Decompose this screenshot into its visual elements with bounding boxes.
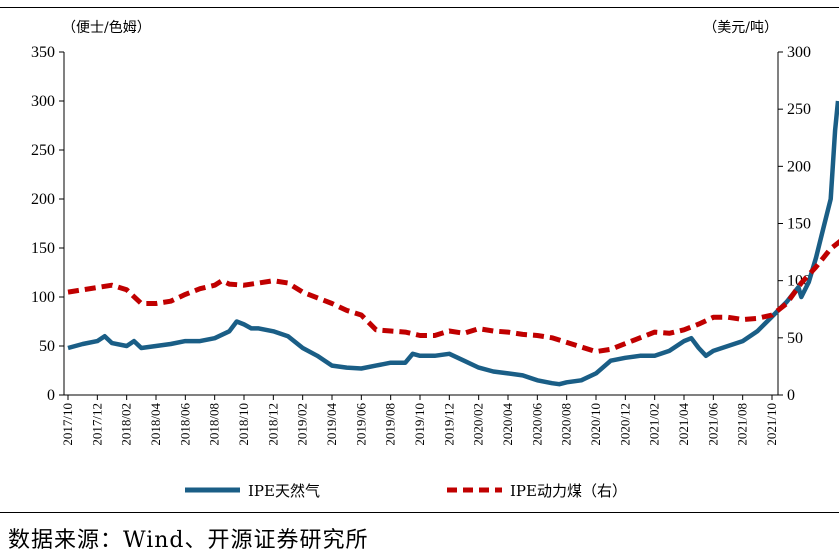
x-tick-label: 2019/08	[383, 403, 398, 446]
x-tick-label: 2019/06	[353, 403, 368, 446]
legend: IPE天然气 IPE动力煤（右）	[185, 482, 627, 500]
x-tick-label: 2018/02	[119, 403, 134, 446]
x-tick-label: 2018/08	[207, 403, 222, 446]
series-line-coal	[67, 238, 839, 355]
top-rule	[0, 7, 839, 8]
x-tick-label: 2021/06	[705, 403, 720, 446]
bottom-rule	[0, 512, 839, 513]
x-tick-label: 2020/08	[559, 403, 574, 446]
x-tick-label: 2020/06	[529, 403, 544, 446]
chart: （便士/色姆） （美元/吨） 0 50 100 150 200 250 300 350 0 50…	[31, 19, 839, 500]
y-left-tick-label: 50	[39, 338, 55, 355]
y-right-tick-label: 300	[787, 44, 811, 61]
x-tick-label: 2021/02	[647, 403, 662, 446]
x-tick-label: 2020/10	[588, 403, 603, 446]
series-line-gas	[67, 100, 839, 387]
x-tick-label: 2018/06	[177, 403, 192, 446]
x-tick-label: 2021/10	[764, 403, 779, 446]
y-right-tick-label: 200	[787, 158, 811, 175]
x-tick-label: 2019/04	[324, 403, 339, 446]
x-tick-label: 2020/02	[471, 403, 486, 446]
y-left-unit: （便士/色姆）	[62, 19, 151, 36]
x-tick-label: 2019/02	[295, 403, 310, 446]
y-right-tick-label: 150	[787, 216, 811, 233]
legend-coal-label: IPE动力煤（右）	[510, 482, 627, 500]
y-left-tick-label: 350	[31, 44, 55, 61]
y-left-tick-label: 250	[31, 142, 55, 159]
series-layer	[67, 100, 839, 387]
y-left-tick-label: 100	[31, 289, 55, 306]
x-tick-label: 2018/12	[265, 403, 280, 446]
x-tick-label: 2021/08	[735, 403, 750, 446]
x-tick-label: 2017/12	[89, 403, 104, 446]
y-left-ticks: 0 50 100 150 200 250 300 350	[31, 44, 64, 404]
x-tick-label: 2021/04	[676, 403, 691, 446]
y-right-tick-label: 250	[787, 101, 811, 118]
y-left-tick-label: 300	[31, 93, 55, 110]
x-tick-label: 2019/10	[412, 403, 427, 446]
legend-gas-label: IPE天然气	[248, 482, 320, 500]
y-left-tick-label: 150	[31, 240, 55, 257]
x-tick-label: 2019/12	[441, 403, 456, 446]
source-note: 数据来源：Wind、开源证券研究所	[8, 528, 369, 553]
x-ticks: 2017/10 2017/12 2018/02 2018/04 2018/06 2018/…	[60, 395, 779, 446]
y-right-unit: （美元/吨）	[703, 20, 778, 36]
y-left-tick-label: 0	[47, 387, 55, 404]
x-tick-label: 2017/10	[60, 403, 75, 446]
y-right-tick-label: 0	[787, 387, 795, 404]
y-right-tick-label: 50	[787, 330, 803, 347]
x-tick-label: 2020/12	[617, 403, 632, 446]
x-tick-label: 2018/04	[148, 403, 163, 446]
y-left-tick-label: 200	[31, 191, 55, 208]
x-tick-label: 2018/10	[236, 403, 251, 446]
x-tick-label: 2020/04	[500, 403, 515, 446]
